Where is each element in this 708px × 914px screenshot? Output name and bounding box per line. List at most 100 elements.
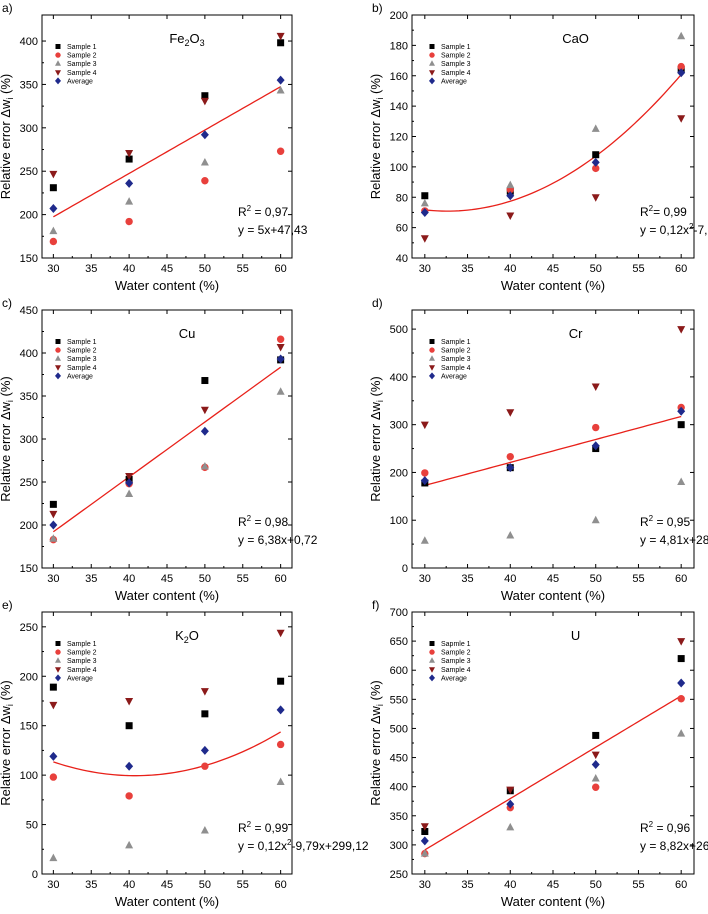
y-axis-label-main: Relative error Δw xyxy=(368,99,383,199)
data-point xyxy=(276,86,285,94)
x-tick-label: 40 xyxy=(504,573,516,585)
chart-title-main: Cu xyxy=(179,326,196,341)
x-tick-label: 45 xyxy=(547,573,559,585)
plot-frame xyxy=(41,14,293,259)
data-point xyxy=(677,695,685,703)
x-tick-label: 60 xyxy=(275,879,287,891)
legend-marker xyxy=(429,60,435,66)
y-axis-label: Relative error Δwi (%) xyxy=(0,376,15,502)
y-axis-label-sub: i xyxy=(5,704,15,706)
chart-title-sub: 2 xyxy=(185,38,190,48)
x-tick-label: 60 xyxy=(675,263,687,275)
data-point xyxy=(276,629,285,638)
x-axis-label: Water content (%) xyxy=(115,894,219,909)
data-point xyxy=(506,180,515,189)
legend-marker xyxy=(55,667,61,673)
legend-label: Sample 2 xyxy=(67,348,97,355)
y-tick-label: 200 xyxy=(20,520,38,532)
legend-label: Average xyxy=(441,675,467,682)
data-point xyxy=(276,343,285,352)
y-tick-label: 350 xyxy=(390,811,408,823)
data-point xyxy=(506,463,515,473)
data-point xyxy=(125,792,133,800)
legend-label: Sapmle 1 xyxy=(441,641,471,648)
data-point xyxy=(200,406,209,415)
panel-f: 30 35 40 45 50 55 60 250 300 350 400 450 500 550 600 65… xyxy=(368,598,708,909)
data-point xyxy=(506,822,515,831)
r-squared-value: = 0,99 xyxy=(251,821,288,835)
x-tick-label: 35 xyxy=(461,573,473,585)
panel-label: e) xyxy=(2,598,13,612)
x-tick-label: 50 xyxy=(590,879,602,891)
chart-title-sub2: 3 xyxy=(200,38,205,48)
y-axis-label: Relative error Δwi (%) xyxy=(368,376,385,502)
series-4 xyxy=(420,115,686,243)
data-point xyxy=(125,761,134,771)
y-tick-label: 400 xyxy=(390,782,408,794)
x-tick-label: 30 xyxy=(47,263,59,275)
series-5 xyxy=(420,678,686,846)
legend-marker xyxy=(429,339,435,344)
data-point xyxy=(420,207,429,217)
r-squared: R2 = 0,96 xyxy=(640,820,690,835)
y-tick-label: 80 xyxy=(396,192,408,204)
r-squared-label: R xyxy=(238,205,247,219)
data-point xyxy=(677,655,685,663)
y-axis-label-sub: i xyxy=(5,400,15,402)
y-tick-label: 650 xyxy=(390,636,408,648)
data-point xyxy=(49,701,58,710)
data-point xyxy=(49,226,58,235)
data-point xyxy=(677,421,685,429)
r-squared-label: R xyxy=(640,205,649,219)
x-tick-label: 30 xyxy=(419,573,431,585)
chart-title: CaO xyxy=(562,31,589,46)
x-tick-label: 55 xyxy=(237,263,249,275)
series-3 xyxy=(420,477,686,544)
data-point xyxy=(125,489,134,498)
x-tick-label: 40 xyxy=(123,263,135,275)
chart-title-main: CaO xyxy=(562,31,589,46)
series-5 xyxy=(420,68,686,217)
x-tick-label: 35 xyxy=(85,573,97,585)
x-tick-label: 55 xyxy=(632,263,644,275)
data-point xyxy=(201,92,209,100)
fit-equation-post: -9,79x+299,12 xyxy=(291,839,368,853)
y-tick-label: 400 xyxy=(390,372,408,384)
r-squared: R2= 0,99 xyxy=(640,204,687,219)
legend-label: Sample 2 xyxy=(441,348,471,355)
fit-curve xyxy=(53,731,281,777)
r-squared: R2 = 0,95 xyxy=(640,514,690,529)
x-tick-label: 35 xyxy=(85,879,97,891)
series-1 xyxy=(49,677,285,730)
data-point xyxy=(49,683,57,691)
fit-equation: y = 0,12x2-7,83x+198,58 xyxy=(640,222,708,237)
data-point xyxy=(125,472,134,481)
chart-title: Cu xyxy=(179,326,196,341)
plot-frame xyxy=(411,14,695,259)
legend-marker xyxy=(429,347,435,353)
series-5 xyxy=(49,75,285,214)
series-5 xyxy=(49,705,285,771)
legend-marker xyxy=(55,347,61,353)
data-point xyxy=(276,387,285,395)
y-axis-label-tail: (%) xyxy=(368,680,383,704)
data-point xyxy=(677,115,686,123)
data-point xyxy=(506,409,515,417)
x-tick-label: 60 xyxy=(675,573,687,585)
x-tick-label: 40 xyxy=(504,263,516,275)
y-axis-label-tail: (%) xyxy=(368,376,383,400)
data-point xyxy=(125,178,134,188)
legend-marker xyxy=(55,70,61,76)
r-squared: R2 = 0,98 xyxy=(238,514,288,529)
chart-title-main: Fe xyxy=(169,31,184,46)
data-point xyxy=(420,198,429,207)
y-axis-label-tail: (%) xyxy=(0,376,13,400)
legend-label: Sample 3 xyxy=(441,356,471,363)
data-point xyxy=(49,170,58,179)
legend-marker xyxy=(55,372,61,380)
r-squared-sup: 2 xyxy=(247,820,252,829)
data-point xyxy=(200,462,209,470)
fit-equation: y = 4,81x+28,53 xyxy=(640,533,708,547)
chart-title-main: U xyxy=(571,628,580,643)
